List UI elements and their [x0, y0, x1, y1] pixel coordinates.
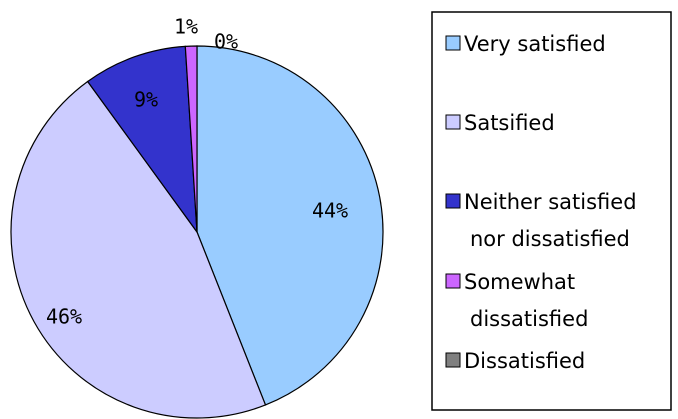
pie-slice-satsified	[10, 80, 267, 419]
legend-label-dissatisfied: Dissatisfied	[464, 349, 585, 373]
pie-slices	[10, 45, 384, 419]
legend-swatch-very-satisfied	[445, 35, 461, 51]
data-label-neither-satisfied-nor-dissatisfied: 9%	[134, 88, 158, 112]
legend-label-somewhat-dissatisfied: Somewhat dissatisfied	[464, 270, 588, 331]
data-label-satsified: 46%	[46, 305, 82, 329]
legend-label-satsified: Satsified	[464, 111, 555, 135]
legend-swatch-somewhat-dissatisfied	[445, 273, 461, 289]
data-labels: 44% 46% 9% 1% 0%	[46, 15, 348, 329]
legend-label-very-satisfied: Very satisfied	[464, 32, 606, 56]
legend-swatch-neither-satisfied-nor-dissatisfied	[445, 193, 461, 209]
data-label-dissatisfied: 0%	[214, 30, 238, 54]
legend-border	[431, 11, 672, 411]
legend: Very satisfied Satsified Neither satisfied…	[431, 11, 672, 411]
pie-slice-very-satisfied	[196, 45, 384, 406]
pie-slice-somewhat-dissatisfied	[184, 45, 198, 233]
legend-swatch-satsified	[445, 114, 461, 130]
data-label-very-satisfied: 44%	[312, 199, 348, 223]
legend-label-neither-satisfied-nor-dissatisfied: Neither satisfied nor dissatisfied	[464, 190, 637, 251]
pie-slice-neither-satisfied-nor-dissatisfied	[86, 45, 198, 235]
legend-swatch-dissatisfied	[445, 352, 461, 368]
data-label-somewhat-dissatisfied: 1%	[174, 15, 198, 39]
